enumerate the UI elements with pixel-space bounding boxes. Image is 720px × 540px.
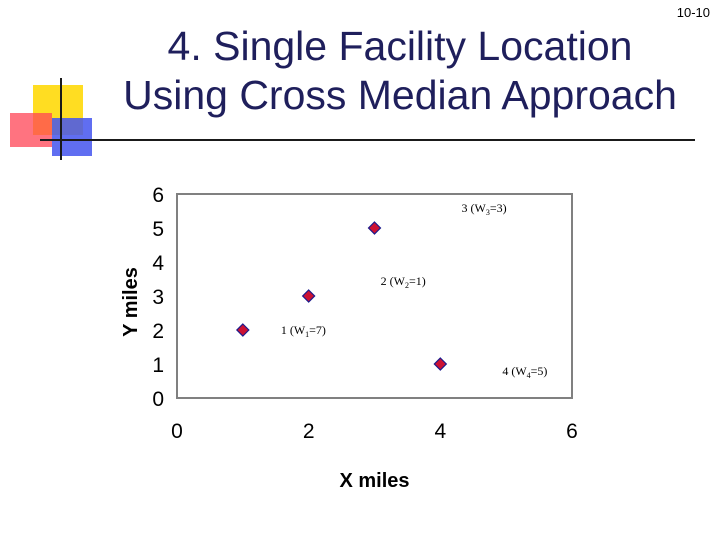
y-tick-label: 1 — [152, 354, 164, 377]
data-point-marker — [301, 289, 316, 303]
data-point-label-prefix: 3 (W — [462, 201, 487, 215]
data-point-label-suffix: =5) — [531, 364, 548, 378]
data-point-label: 3 (W3=3) — [462, 201, 507, 217]
data-point-label-subscript: 3 — [486, 208, 490, 217]
data-point-label-prefix: 2 (W — [381, 274, 406, 288]
title-line-1: 4. Single Facility Location — [167, 23, 633, 69]
slide-title: 4. Single Facility Location Using Cross … — [100, 22, 700, 120]
data-point-label-suffix: =7) — [309, 323, 326, 337]
data-point-label-subscript: 2 — [405, 281, 409, 290]
data-point-label: 1 (W1=7) — [281, 323, 326, 339]
data-point-label-suffix: =3) — [490, 201, 507, 215]
title-line-2: Using Cross Median Approach — [123, 72, 677, 118]
y-tick-label: 6 — [152, 184, 164, 207]
data-point-label-subscript: 4 — [527, 371, 531, 380]
y-tick-label: 3 — [152, 286, 164, 309]
deco-yellow-square — [33, 85, 83, 135]
data-point-marker — [433, 357, 448, 371]
page-number: 10-10 — [676, 5, 710, 20]
y-tick-label: 2 — [152, 320, 164, 343]
y-axis-title: Y miles — [120, 267, 142, 337]
data-point-label-suffix: =1) — [409, 274, 426, 288]
data-point-label-prefix: 4 (W — [502, 364, 527, 378]
data-point-label: 2 (W2=1) — [381, 274, 426, 290]
y-tick-label: 5 — [152, 218, 164, 241]
x-tick-label: 4 — [434, 420, 446, 443]
x-axis-title: X miles — [339, 470, 409, 492]
data-point-marker — [367, 221, 382, 235]
data-point-label: 4 (W4=5) — [502, 364, 547, 380]
x-tick-label: 2 — [303, 420, 315, 443]
data-point-marker — [235, 323, 250, 337]
x-tick-label: 0 — [171, 420, 183, 443]
deco-red-square — [10, 113, 52, 147]
x-tick-label: 6 — [566, 420, 578, 443]
plot-area — [176, 193, 573, 399]
data-point-label-prefix: 1 (W — [281, 323, 306, 337]
y-tick-label: 4 — [152, 252, 164, 275]
y-tick-label: 0 — [152, 388, 164, 411]
data-point-label-subscript: 1 — [305, 330, 309, 339]
deco-blue-square — [52, 118, 92, 156]
